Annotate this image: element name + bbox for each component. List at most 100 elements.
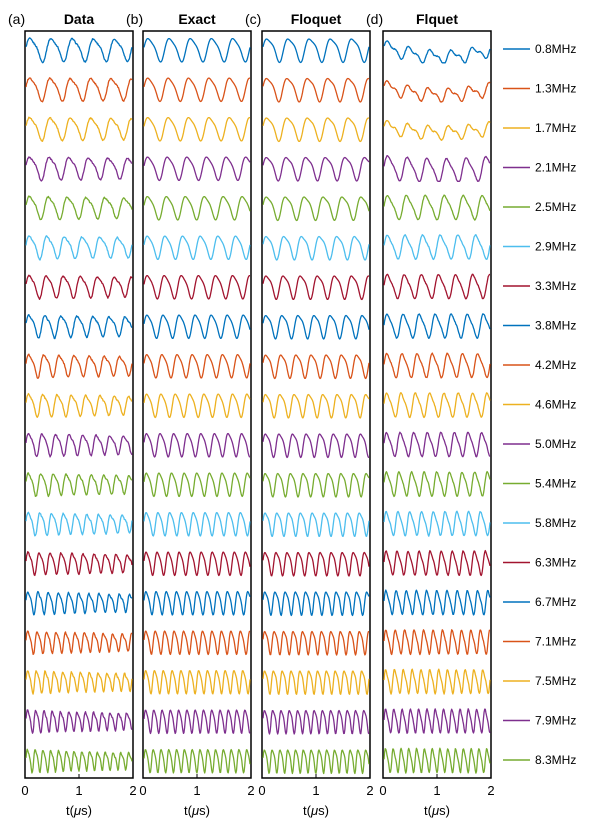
trace-2.1mhz bbox=[25, 156, 133, 182]
trace-6.3mhz bbox=[383, 549, 491, 577]
legend-label: 5.4MHz bbox=[535, 477, 576, 491]
x-axis-label-prefix: t( bbox=[303, 803, 312, 818]
legend-label: 8.3MHz bbox=[535, 753, 576, 767]
x-tick-label: 1 bbox=[433, 783, 440, 798]
legend-label: 0.8MHz bbox=[535, 42, 576, 56]
x-axis-label-suffix: s) bbox=[318, 803, 329, 818]
x-axis-label-prefix: t( bbox=[424, 803, 433, 818]
legend-item: 2.9MHz bbox=[503, 240, 576, 254]
panel-label: (a) bbox=[8, 11, 25, 27]
trace-5.4mhz bbox=[143, 472, 251, 498]
legend-item: 7.9MHz bbox=[503, 714, 576, 728]
trace-8.3mhz bbox=[25, 748, 133, 774]
legend-item: 2.5MHz bbox=[503, 200, 576, 214]
trace-6.7mhz bbox=[262, 591, 370, 617]
trace-2.9mhz bbox=[262, 235, 370, 261]
legend-item: 7.1MHz bbox=[503, 635, 576, 649]
x-tick-label: 0 bbox=[139, 783, 146, 798]
legend-item: 3.3MHz bbox=[503, 279, 576, 293]
x-tick-label: 2 bbox=[129, 783, 136, 798]
legend-label: 1.3MHz bbox=[535, 82, 576, 96]
trace-0.8mhz bbox=[143, 37, 251, 63]
x-tick-label: 1 bbox=[312, 783, 319, 798]
legend-label: 7.9MHz bbox=[535, 714, 576, 728]
x-axis-label-prefix: t( bbox=[184, 803, 193, 818]
legend-item: 1.7MHz bbox=[503, 121, 576, 135]
trace-3.8mhz bbox=[143, 314, 251, 340]
x-axis-label-symbol: μ bbox=[73, 803, 81, 818]
trace-3.3mhz bbox=[262, 275, 370, 301]
panel-label: (c) bbox=[245, 11, 261, 27]
legend-label: 3.3MHz bbox=[535, 279, 576, 293]
x-tick-label: 2 bbox=[366, 783, 373, 798]
trace-4.6mhz bbox=[143, 393, 251, 419]
trace-5.0mhz bbox=[383, 431, 491, 458]
axes-box bbox=[24, 30, 134, 779]
trace-2.5mhz bbox=[143, 195, 251, 221]
legend-label: 3.8MHz bbox=[535, 319, 576, 333]
legend-label: 7.5MHz bbox=[535, 674, 576, 688]
x-tick-label: 2 bbox=[247, 783, 254, 798]
trace-7.5mhz bbox=[383, 668, 491, 695]
trace-5.4mhz bbox=[383, 470, 491, 498]
legend-item: 6.7MHz bbox=[503, 595, 576, 609]
trace-1.7mhz bbox=[262, 117, 370, 143]
trace-7.5mhz bbox=[25, 670, 133, 695]
trace-3.8mhz bbox=[262, 314, 370, 340]
trace-5.0mhz bbox=[143, 432, 251, 458]
trace-8.3mhz bbox=[383, 747, 491, 774]
legend-item: 5.0MHz bbox=[503, 437, 576, 451]
legend-item: 6.3MHz bbox=[503, 556, 576, 570]
trace-2.5mhz bbox=[25, 195, 133, 221]
legend-item: 4.2MHz bbox=[503, 358, 576, 372]
trace-4.2mhz bbox=[143, 353, 251, 379]
axes-box bbox=[261, 30, 371, 779]
x-axis-label: t(μs) bbox=[303, 803, 329, 818]
x-tick-label: 0 bbox=[258, 783, 265, 798]
trace-2.1mhz bbox=[383, 155, 491, 182]
legend-item: 0.8MHz bbox=[503, 42, 576, 56]
trace-7.1mhz bbox=[25, 630, 133, 656]
legend-item: 7.5MHz bbox=[503, 674, 576, 688]
panel-flquet: (d) Flquet 0 1 2 t(μs) bbox=[366, 11, 495, 818]
axes-box bbox=[142, 30, 252, 779]
trace-1.7mhz bbox=[143, 116, 251, 142]
x-axis-label-suffix: s) bbox=[199, 803, 210, 818]
x-tick-label: 0 bbox=[379, 783, 386, 798]
panel-label: (d) bbox=[366, 11, 383, 27]
legend-item: 5.4MHz bbox=[503, 477, 576, 491]
legend-label: 6.7MHz bbox=[535, 595, 576, 609]
trace-6.7mhz bbox=[383, 589, 491, 616]
panel-label: (b) bbox=[126, 11, 143, 27]
x-tick-label: 0 bbox=[21, 783, 28, 798]
trace-7.9mhz bbox=[383, 708, 491, 734]
panel-data: (a) Data 0 1 2 t(μs) bbox=[8, 11, 137, 818]
x-tick-label: 2 bbox=[487, 783, 494, 798]
legend-item: 8.3MHz bbox=[503, 753, 576, 767]
trace-5.4mhz bbox=[262, 472, 370, 498]
trace-5.0mhz bbox=[262, 433, 370, 459]
x-axis-label-suffix: s) bbox=[439, 803, 450, 818]
trace-5.8mhz bbox=[262, 512, 370, 537]
trace-2.1mhz bbox=[262, 156, 370, 182]
trace-1.3mhz bbox=[262, 77, 370, 103]
trace-1.7mhz bbox=[25, 116, 133, 142]
legend-label: 4.6MHz bbox=[535, 398, 576, 412]
x-axis-label-symbol: μ bbox=[191, 803, 199, 818]
legend-label: 6.3MHz bbox=[535, 556, 576, 570]
trace-7.1mhz bbox=[143, 630, 251, 656]
trace-1.3mhz bbox=[383, 79, 491, 103]
trace-2.5mhz bbox=[262, 196, 370, 222]
trace-3.3mhz bbox=[25, 274, 133, 300]
panel-title: Exact bbox=[178, 11, 216, 27]
trace-3.8mhz bbox=[383, 313, 491, 339]
trace-7.9mhz bbox=[25, 709, 133, 734]
trace-5.0mhz bbox=[25, 432, 133, 458]
x-tick-label: 1 bbox=[75, 783, 82, 798]
x-axis-label-prefix: t( bbox=[66, 803, 75, 818]
trace-6.3mhz bbox=[262, 551, 370, 577]
trace-2.1mhz bbox=[143, 156, 251, 182]
trace-4.6mhz bbox=[383, 392, 491, 419]
trace-7.1mhz bbox=[262, 630, 370, 656]
